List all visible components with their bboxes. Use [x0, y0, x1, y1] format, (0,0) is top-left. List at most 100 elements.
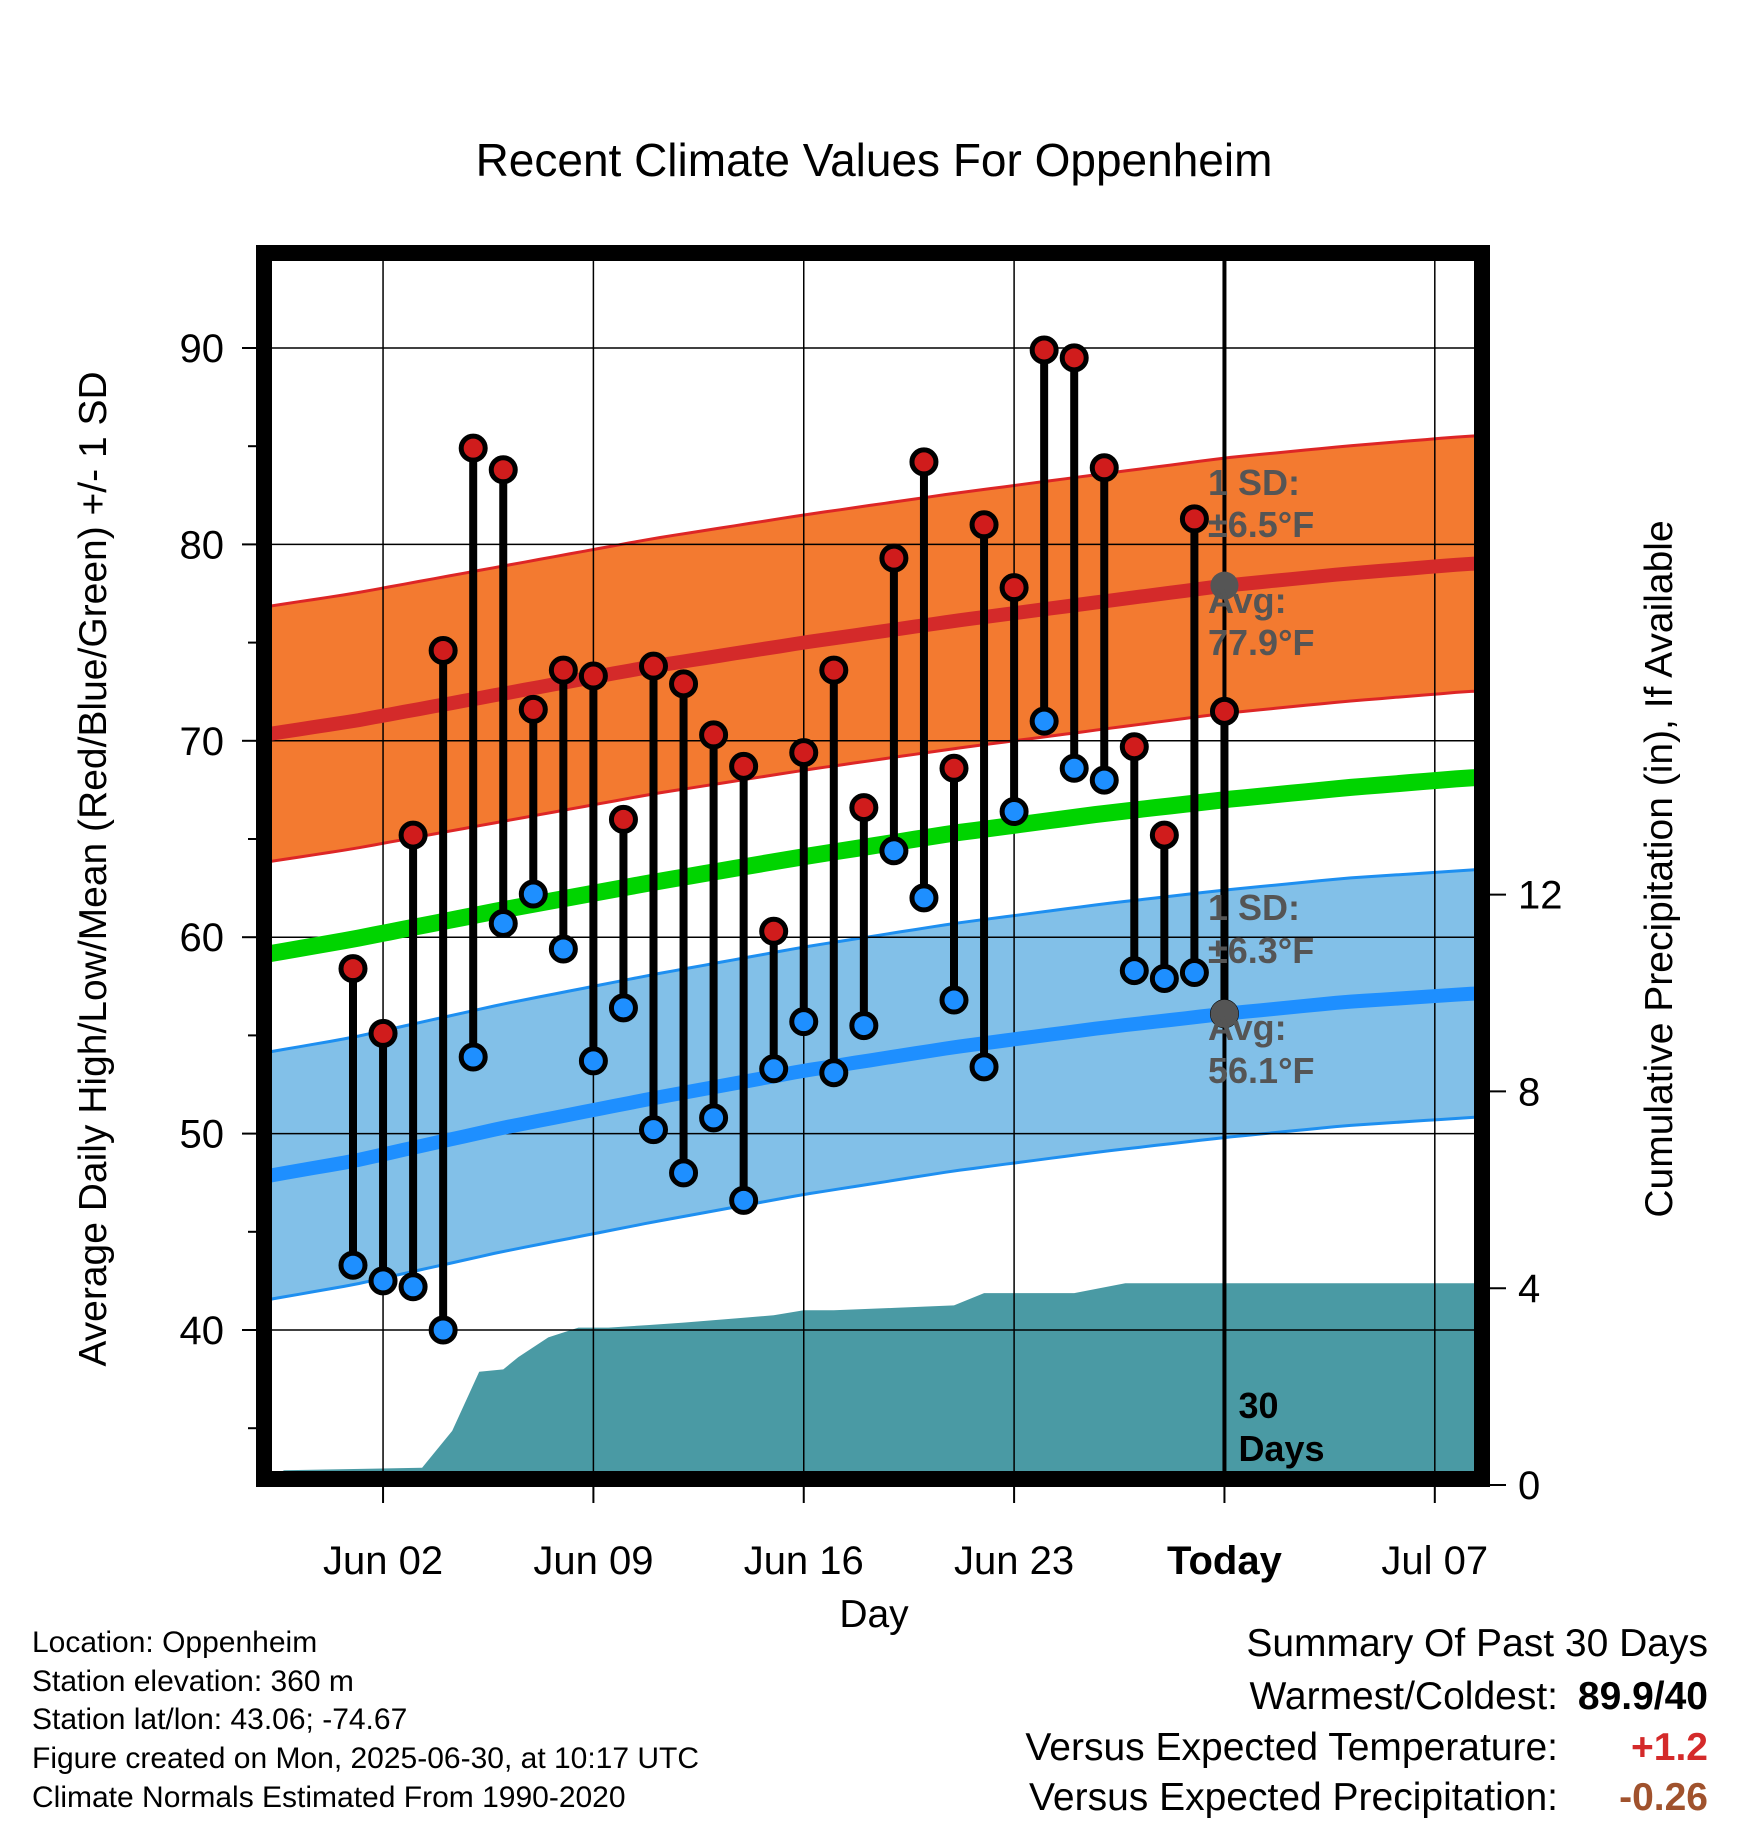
daily-high-marker	[368, 1018, 398, 1048]
warmest-value: 89.9/40	[1577, 1675, 1708, 1718]
y2-tick-label: 8	[1518, 1070, 1540, 1114]
daily-high-marker	[518, 694, 548, 724]
daily-high-marker	[759, 916, 789, 946]
daily-high-marker	[488, 455, 518, 485]
daily-low-marker	[699, 1103, 729, 1133]
daily-high-marker	[338, 954, 368, 984]
daily-high-marker	[849, 793, 879, 823]
high-sd-value: ±6.5°F	[1208, 504, 1314, 545]
location-text: Location: Oppenheim	[32, 1626, 318, 1659]
warmest-label: Warmest/Coldest:	[1249, 1675, 1558, 1718]
daily-high-marker	[458, 433, 488, 463]
daily-low-marker	[368, 1266, 398, 1296]
daily-low-marker	[999, 797, 1029, 827]
y2-tick-label: 12	[1518, 874, 1563, 918]
daily-low-marker	[1119, 956, 1149, 986]
daily-high-marker	[548, 655, 578, 685]
daily-high-marker	[789, 738, 819, 768]
daily-high-marker	[1089, 453, 1119, 483]
high-avg-value: 77.9°F	[1208, 622, 1314, 663]
daily-low-marker	[578, 1046, 608, 1076]
days-label-number: 30	[1238, 1385, 1278, 1426]
daily-high-marker	[1149, 820, 1179, 850]
daily-high-marker	[729, 751, 759, 781]
daily-high-marker	[999, 573, 1029, 603]
x-tick-label: Jun 23	[954, 1539, 1074, 1583]
low-avg-value: 56.1°F	[1208, 1050, 1314, 1091]
low-sd-value: ±6.3°F	[1208, 930, 1314, 971]
temp-label: Versus Expected Temperature:	[1025, 1726, 1558, 1769]
daily-high-marker	[819, 655, 849, 685]
daily-low-marker	[789, 1007, 819, 1037]
days-label-text: Days	[1238, 1428, 1324, 1469]
precip-label: Versus Expected Precipitation:	[1029, 1776, 1558, 1819]
daily-low-marker	[518, 879, 548, 909]
precip-area	[279, 1283, 1476, 1473]
daily-high-marker	[398, 820, 428, 850]
y-tick-label: 90	[180, 327, 225, 371]
daily-low-marker	[639, 1115, 668, 1145]
daily-high-marker	[1179, 504, 1209, 534]
today-high-avg-dot	[1210, 571, 1239, 600]
daily-high-marker	[1119, 732, 1149, 762]
x-tick-label: Jun 09	[533, 1539, 653, 1583]
y-axis-label: Average Daily High/Low/Mean (Red/Blue/Gr…	[72, 371, 115, 1366]
y2-tick-label: 4	[1518, 1267, 1540, 1311]
daily-high-marker	[699, 720, 729, 750]
daily-high-marker	[939, 753, 969, 783]
low-sd-label: 1 SD:	[1208, 887, 1300, 928]
normals-text: Climate Normals Estimated From 1990-2020	[32, 1781, 626, 1814]
summary-temp-row: Versus Expected Temperature: +1.2	[1025, 1726, 1708, 1770]
x-tick-label: Today	[1167, 1539, 1283, 1583]
daily-high-marker	[578, 661, 608, 691]
summary-precip-row: Versus Expected Precipitation: -0.26	[1029, 1776, 1708, 1820]
daily-low-marker	[729, 1185, 759, 1215]
daily-low-marker	[608, 993, 638, 1023]
avg-low-line	[270, 986, 1476, 1183]
created-text: Figure created on Mon, 2025-06-30, at 10…	[32, 1742, 700, 1775]
temp-value: +1.2	[1631, 1726, 1708, 1769]
daily-low-marker	[849, 1011, 879, 1041]
daily-low-marker	[759, 1054, 789, 1084]
y-tick-label: 80	[180, 523, 225, 567]
high-avg-label: Avg:	[1208, 580, 1287, 621]
daily-high-marker	[428, 635, 458, 665]
elevation-text: Station elevation: 360 m	[32, 1665, 354, 1698]
x-tick-label: Jun 16	[744, 1539, 864, 1583]
y-tick-label: 50	[180, 1113, 225, 1157]
chart-title: Recent Climate Values For Oppenheim	[476, 134, 1273, 186]
daily-low-marker	[1029, 706, 1059, 736]
y2-tick-label: 0	[1518, 1464, 1540, 1508]
high-sd-band	[270, 435, 1476, 862]
daily-high-marker	[1209, 696, 1239, 726]
daily-low-marker	[879, 836, 909, 866]
daily-low-marker	[548, 934, 578, 964]
today-low-avg-dot	[1210, 999, 1239, 1028]
daily-high-marker	[909, 447, 939, 477]
daily-high-marker	[639, 651, 668, 681]
daily-low-marker	[819, 1058, 849, 1088]
daily-low-marker	[458, 1042, 488, 1072]
high-sd-label: 1 SD:	[1208, 462, 1300, 503]
x-tick-label: Jun 02	[323, 1539, 443, 1583]
daily-high-marker	[969, 510, 999, 540]
plot-frame	[256, 245, 1490, 1487]
daily-high-marker	[1059, 343, 1089, 373]
daily-low-marker	[1149, 963, 1179, 993]
daily-low-marker	[428, 1315, 458, 1345]
daily-low-marker	[1089, 765, 1119, 795]
daily-low-marker	[1059, 753, 1089, 783]
y-tick-label: 60	[180, 916, 225, 960]
y2-axis-label: Cumulative Precipitation (in), If Availa…	[1638, 520, 1681, 1217]
low-sd-lower-line	[270, 1115, 1476, 1301]
daily-low-marker	[398, 1272, 428, 1302]
daily-low-marker	[669, 1158, 699, 1188]
daily-high-marker	[1029, 335, 1059, 365]
daily-low-marker	[939, 985, 969, 1015]
daily-high-marker	[608, 804, 638, 834]
daily-low-marker	[488, 908, 518, 938]
x-tick-label: Jul 07	[1381, 1539, 1488, 1583]
